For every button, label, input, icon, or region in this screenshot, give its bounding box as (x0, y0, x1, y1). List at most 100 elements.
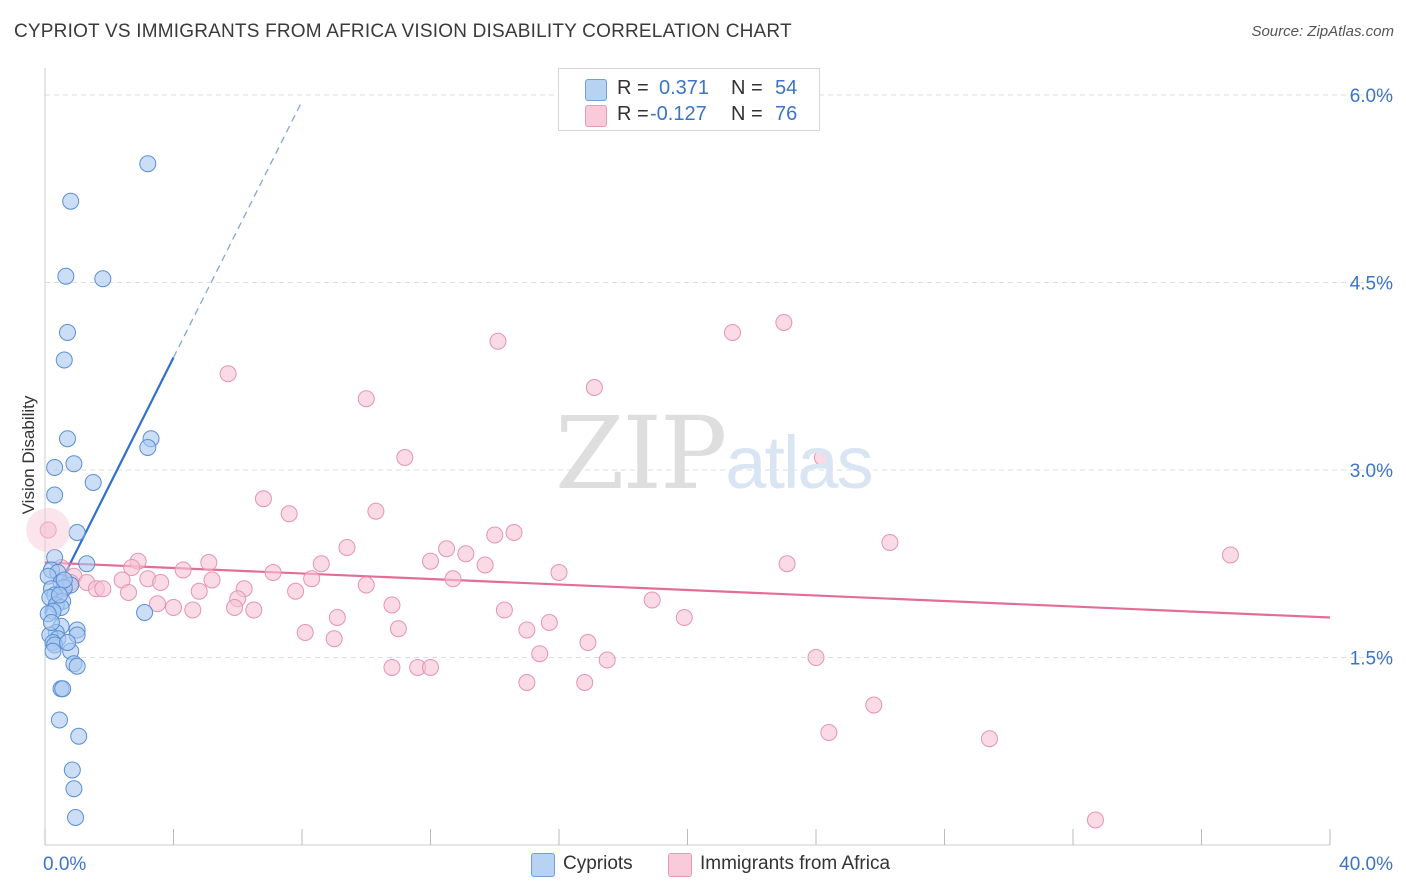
data-point-africa (579, 634, 597, 651)
data-point-africa (389, 620, 407, 638)
data-point-cypriots (78, 555, 96, 573)
data-point-africa (422, 659, 439, 676)
watermark-zip: ZIP (555, 395, 727, 512)
data-point-cypriots (46, 459, 64, 476)
data-point-africa (254, 490, 272, 508)
data-point-africa (775, 314, 793, 331)
data-point-cypriots (55, 351, 73, 369)
data-point-africa (226, 599, 244, 616)
data-point-africa (245, 601, 263, 619)
data-point-africa (152, 574, 170, 591)
data-point-africa (94, 580, 112, 598)
data-point-africa (383, 596, 401, 614)
legend-r-value: 0.371 (659, 77, 710, 99)
data-point-africa (165, 599, 182, 616)
watermark-atlas: atlas (725, 421, 873, 504)
axes (44, 68, 1331, 846)
data-point-cypriots (58, 324, 76, 341)
y-tick-label: 3.0% (1350, 461, 1393, 482)
data-point-africa (723, 324, 741, 341)
data-point-africa (422, 552, 439, 570)
data-point-africa (39, 521, 57, 539)
legend-swatch-blue (585, 79, 607, 101)
data-point-cypriots (65, 455, 83, 473)
data-point-cypriots (58, 430, 76, 448)
data-point-africa (328, 609, 346, 626)
data-point-africa (550, 564, 568, 581)
data-point-africa (280, 505, 298, 523)
data-point-cypriots (42, 614, 60, 631)
data-point-africa (531, 645, 549, 663)
data-point-africa (486, 526, 504, 544)
data-point-africa (820, 724, 838, 741)
x-tick-label-max: 40.0% (1339, 854, 1393, 875)
trend-line-cypriots-extrapolated (172, 100, 303, 358)
data-point-africa (495, 601, 513, 619)
data-point-africa (203, 571, 221, 589)
y-tick-label: 1.5% (1350, 649, 1393, 670)
legend-swatch-blue (531, 853, 555, 877)
legend-n-label: N = (731, 103, 763, 125)
data-point-africa (120, 584, 138, 601)
data-point-africa-large (26, 508, 71, 552)
data-point-cypriots (54, 680, 72, 698)
data-point-cypriots (50, 711, 68, 729)
data-point-africa (287, 582, 305, 600)
data-point-africa (807, 649, 825, 666)
data-points (26, 155, 1239, 829)
data-point-africa (778, 555, 796, 573)
data-point-africa (576, 674, 594, 691)
data-point-cypriots (58, 634, 76, 651)
data-point-cypriots (57, 267, 75, 285)
data-point-cypriots (94, 270, 112, 288)
data-point-africa (489, 332, 507, 350)
data-point-cypriots (68, 657, 86, 675)
legend-r-value: -0.127 (650, 103, 707, 125)
data-point-africa (325, 630, 343, 648)
data-point-africa (598, 651, 616, 669)
legend-swatch-pink (585, 105, 607, 127)
data-point-africa (518, 621, 536, 639)
legend-n-value: 76 (775, 103, 798, 125)
data-point-africa (200, 554, 218, 571)
data-point-africa (1221, 546, 1239, 564)
legend-label-cypriots: Cypriots (563, 853, 633, 874)
data-point-africa (184, 601, 202, 619)
data-point-africa (457, 545, 475, 563)
data-point-africa (396, 449, 414, 466)
data-point-cypriots (44, 642, 62, 660)
data-point-cypriots (84, 474, 102, 491)
legend-r-label: R = (617, 77, 649, 99)
data-point-africa (264, 564, 282, 581)
data-point-africa (444, 570, 462, 588)
legend-label-africa: Immigrants from Africa (700, 853, 891, 874)
y-tick-label: 6.0% (1350, 86, 1393, 107)
data-point-cypriots (65, 780, 83, 798)
legend-n-value: 54 (775, 77, 798, 99)
data-point-africa (312, 555, 330, 573)
legend-swatch-pink (668, 853, 692, 877)
data-point-africa (585, 379, 603, 396)
data-point-cypriots (63, 761, 81, 779)
data-point-cypriots (136, 604, 154, 621)
trend-line-africa (44, 561, 1331, 619)
data-point-cypriots (50, 586, 68, 604)
data-point-africa (148, 595, 166, 613)
legend-n-label: N = (731, 77, 763, 99)
trend-lines (44, 100, 1331, 619)
data-point-africa (123, 559, 141, 576)
x-tick-label-min: 0.0% (43, 854, 86, 875)
data-point-africa (643, 591, 661, 609)
data-point-africa (357, 390, 375, 408)
data-point-africa (980, 730, 998, 748)
data-point-africa (296, 624, 314, 641)
data-point-africa (338, 539, 356, 556)
data-point-cypriots (46, 486, 64, 504)
data-point-africa (303, 570, 321, 588)
data-point-africa (675, 609, 693, 626)
data-point-africa (367, 502, 385, 520)
data-point-africa (505, 524, 523, 541)
data-point-africa (813, 449, 831, 466)
tick-labels: 1.5% 3.0% 4.5% 6.0% 0.0% 40.0% Vision Disabili… (19, 86, 1393, 875)
